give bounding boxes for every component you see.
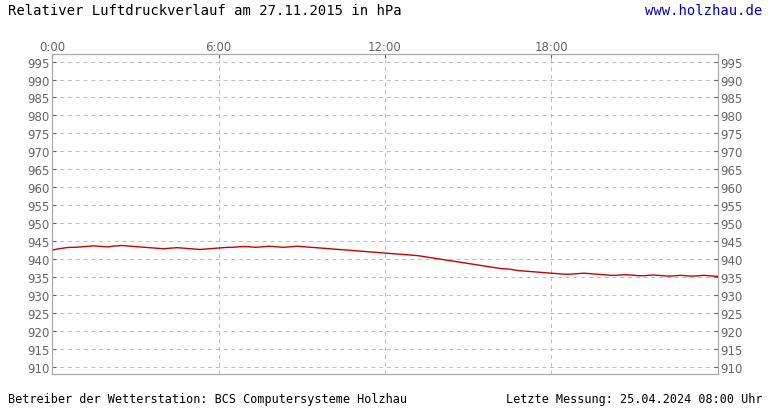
Text: www.holzhau.de: www.holzhau.de <box>645 4 762 18</box>
Text: Relativer Luftdruckverlauf am 27.11.2015 in hPa: Relativer Luftdruckverlauf am 27.11.2015… <box>8 4 401 18</box>
Text: Letzte Messung: 25.04.2024 08:00 Uhr: Letzte Messung: 25.04.2024 08:00 Uhr <box>506 392 762 405</box>
Text: Betreiber der Wetterstation: BCS Computersysteme Holzhau: Betreiber der Wetterstation: BCS Compute… <box>8 392 407 405</box>
